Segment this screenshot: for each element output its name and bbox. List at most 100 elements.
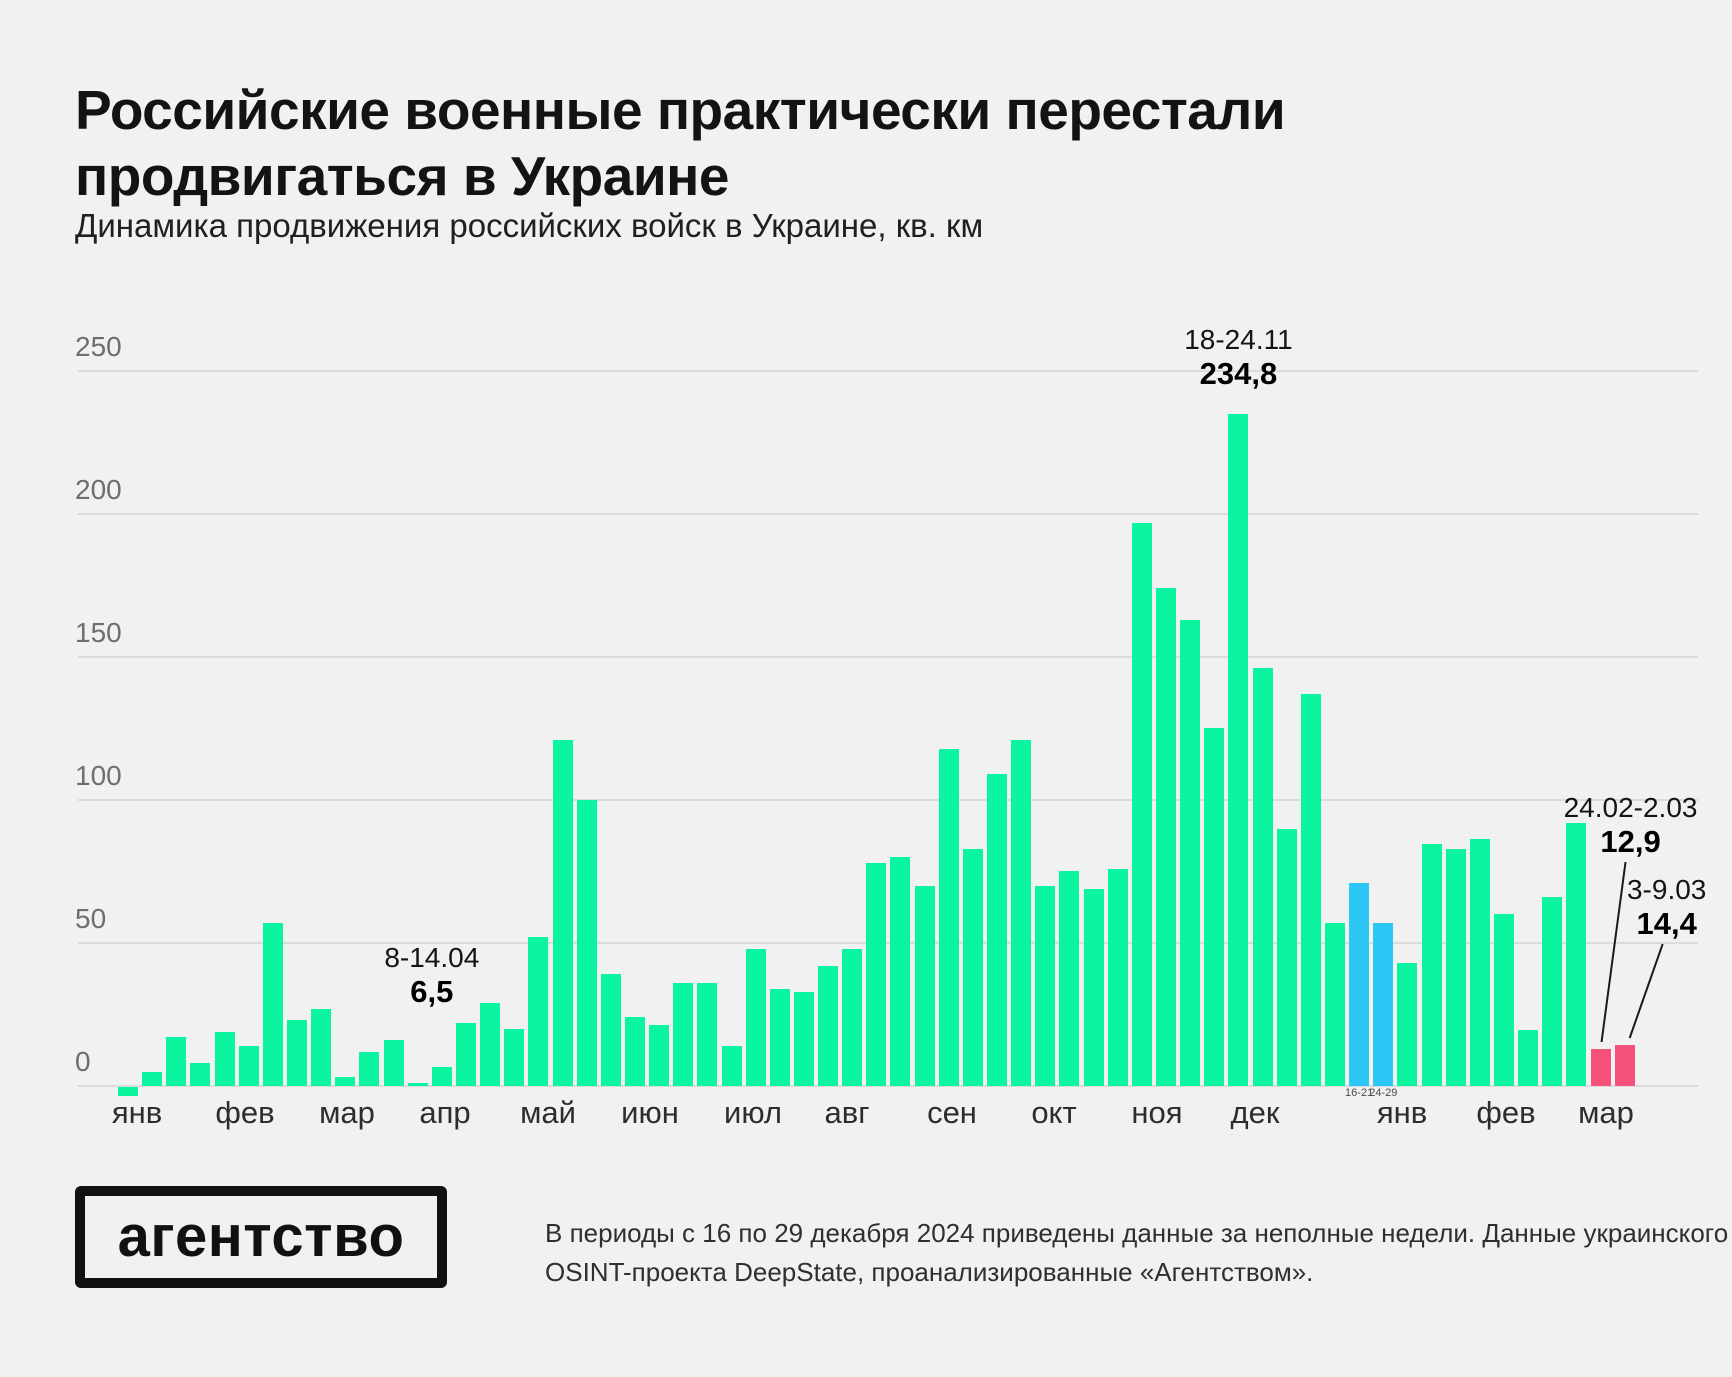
y-axis-tick-label: 0: [75, 1046, 91, 1077]
bar: [987, 774, 1007, 1086]
bar: [166, 1037, 186, 1086]
bar: [480, 1003, 500, 1086]
bar: [1373, 923, 1393, 1086]
bar: [1180, 620, 1200, 1086]
annotation-pointer-line: [1600, 861, 1627, 1043]
bar: [1253, 668, 1273, 1086]
bar: [432, 1067, 452, 1086]
bar: [1325, 923, 1345, 1086]
bar: [697, 983, 717, 1086]
bar: [673, 983, 693, 1086]
x-axis-month-label: июн: [621, 1095, 679, 1130]
bar: [1132, 523, 1152, 1086]
footnote: В периоды с 16 по 29 декабря 2024 привед…: [545, 1214, 1728, 1292]
annotation-value-label: 12,9: [1600, 824, 1661, 859]
agentstvo-logo-text: агентство: [117, 1204, 405, 1269]
bar: [1494, 914, 1514, 1086]
bar: [287, 1020, 307, 1086]
annotation-value-label: 234,8: [1199, 356, 1278, 391]
y-axis-tick-label: 200: [75, 474, 122, 505]
bar: [1615, 1045, 1635, 1086]
x-axis-month-label: окт: [1031, 1095, 1077, 1130]
bar: [239, 1046, 259, 1086]
x-axis-month-label: янв: [111, 1095, 163, 1130]
bar: [818, 966, 838, 1086]
gridline-200: [78, 513, 1698, 515]
partial-week-label: 24-29: [1369, 1087, 1398, 1099]
x-axis-month-label: июл: [724, 1095, 782, 1130]
bar: [263, 923, 283, 1086]
bar: [866, 863, 886, 1086]
bar: [1059, 871, 1079, 1086]
x-axis-month-label: май: [520, 1095, 576, 1130]
bar: [1542, 897, 1562, 1086]
x-axis-month-label: сен: [927, 1095, 977, 1130]
bar: [1591, 1049, 1611, 1086]
bar: [118, 1087, 138, 1096]
bar: [963, 849, 983, 1086]
x-axis-month-label: фев: [1476, 1095, 1536, 1130]
gridline-250: [78, 370, 1698, 372]
x-axis-month-label: дек: [1230, 1095, 1280, 1130]
bar: [384, 1040, 404, 1086]
bar: [1349, 883, 1369, 1086]
footnote-line1: В периоды с 16 по 29 декабря 2024 привед…: [545, 1218, 1729, 1248]
y-axis-tick-label: 50: [75, 903, 107, 934]
annotation-period-label: 24.02-2.03: [1563, 792, 1698, 823]
annotation-value-label: 14,4: [1636, 906, 1697, 941]
bar: [1470, 839, 1490, 1086]
x-axis-month-label: апр: [419, 1095, 471, 1130]
annotation-period-label: 8-14.04: [384, 942, 480, 973]
bar: [625, 1017, 645, 1086]
page-title-line2: продвигаться в Украине: [75, 145, 729, 207]
bar: [842, 949, 862, 1086]
bar: [649, 1025, 669, 1086]
x-axis-month-label: ноя: [1131, 1095, 1183, 1130]
bar: [1566, 823, 1586, 1086]
bar: [142, 1072, 162, 1086]
bar: [456, 1023, 476, 1086]
gridline-100: [78, 799, 1698, 801]
bar: [1422, 844, 1442, 1086]
bar: [1084, 889, 1104, 1086]
x-axis-month-label: мар: [319, 1095, 375, 1130]
y-axis-tick-label: 150: [75, 617, 122, 648]
bar: [1301, 694, 1321, 1086]
x-axis-month-label: мар: [1578, 1095, 1634, 1130]
bar: [311, 1009, 331, 1086]
bar: [722, 1046, 742, 1086]
bar: [553, 740, 573, 1086]
gridline-50: [78, 942, 1698, 944]
x-axis-month-label: авг: [824, 1095, 870, 1130]
bar: [408, 1083, 428, 1086]
footnote-line2: OSINT-проекта DeepState, проанализирован…: [545, 1257, 1314, 1287]
x-axis-month-label: фев: [215, 1095, 275, 1130]
bar: [215, 1032, 235, 1086]
y-axis-tick-label: 100: [75, 760, 122, 791]
partial-week-label: 16-21: [1345, 1087, 1374, 1099]
bar: [1518, 1030, 1538, 1086]
chart-subtitle: Динамика продвижения российских войск в …: [75, 207, 984, 244]
bar: [746, 949, 766, 1086]
bar: [1108, 869, 1128, 1086]
annotation-period-label: 3-9.03: [1626, 874, 1707, 905]
bar: [190, 1063, 210, 1086]
bar: [1204, 728, 1224, 1086]
bar: [915, 886, 935, 1086]
bar: [1035, 886, 1055, 1086]
page-title-line1: Российские военные практически перестали: [75, 79, 1286, 141]
bar: [359, 1052, 379, 1086]
bar: [1397, 963, 1417, 1086]
bar: [1228, 414, 1248, 1086]
bar: [504, 1029, 524, 1086]
gridline-0: [78, 1085, 1698, 1087]
y-axis-tick-label: 250: [75, 331, 122, 362]
annotation-pointer-line: [1628, 943, 1664, 1039]
annotation-period-label: 18-24.11: [1184, 324, 1293, 355]
bar: [939, 749, 959, 1086]
bar: [1277, 829, 1297, 1086]
bar: [601, 974, 621, 1086]
agentstvo-logo: агентство: [75, 1186, 447, 1288]
bar: [528, 937, 548, 1086]
